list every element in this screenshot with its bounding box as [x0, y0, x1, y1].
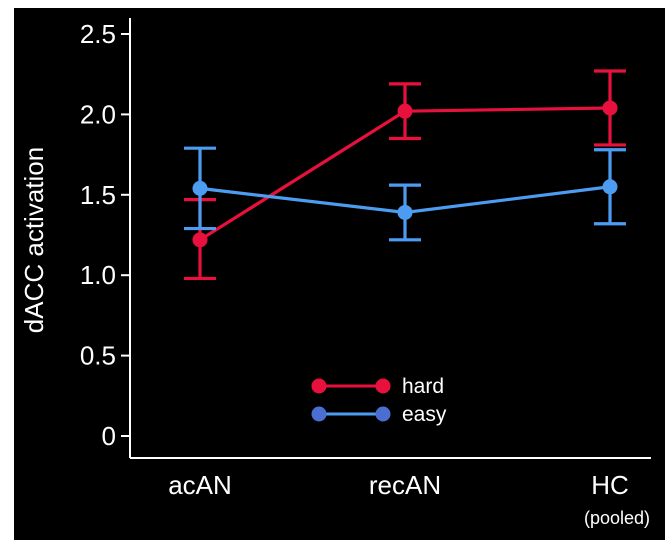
y-tick-label: 1.5	[80, 180, 116, 210]
data-point	[398, 104, 413, 119]
data-point	[603, 100, 618, 115]
legend: hard easy	[312, 375, 447, 426]
y-tick-label: 1.0	[80, 260, 116, 290]
series-hard	[184, 71, 626, 278]
data-point	[193, 232, 208, 247]
legend-marker	[376, 379, 391, 394]
x-axis: acAN recAN HC (pooled)	[130, 458, 651, 528]
y-axis: 0 0.5 1.0 1.5 2.0 2.5	[80, 18, 130, 458]
legend-label: easy	[402, 403, 447, 426]
legend-marker	[312, 407, 327, 422]
data-point	[398, 205, 413, 220]
y-tick-label: 0	[102, 421, 116, 451]
x-tick-label: recAN	[369, 470, 441, 500]
legend-item-hard: hard	[312, 375, 445, 398]
y-tick-label: 2.0	[80, 99, 116, 129]
legend-label: hard	[402, 375, 444, 398]
legend-marker	[376, 407, 391, 422]
y-axis-title: dACC activation	[19, 147, 49, 333]
y-tick-label: 2.5	[80, 19, 116, 49]
x-tick-label: acAN	[168, 470, 232, 500]
y-tick-label: 0.5	[80, 341, 116, 371]
x-tick-label: HC	[591, 470, 629, 500]
data-point	[193, 181, 208, 196]
series-easy	[184, 148, 626, 240]
legend-item-easy: easy	[312, 403, 447, 426]
x-tick-sublabel: (pooled)	[584, 508, 650, 528]
series-layer	[184, 71, 626, 278]
legend-marker	[312, 379, 327, 394]
data-point	[603, 179, 618, 194]
